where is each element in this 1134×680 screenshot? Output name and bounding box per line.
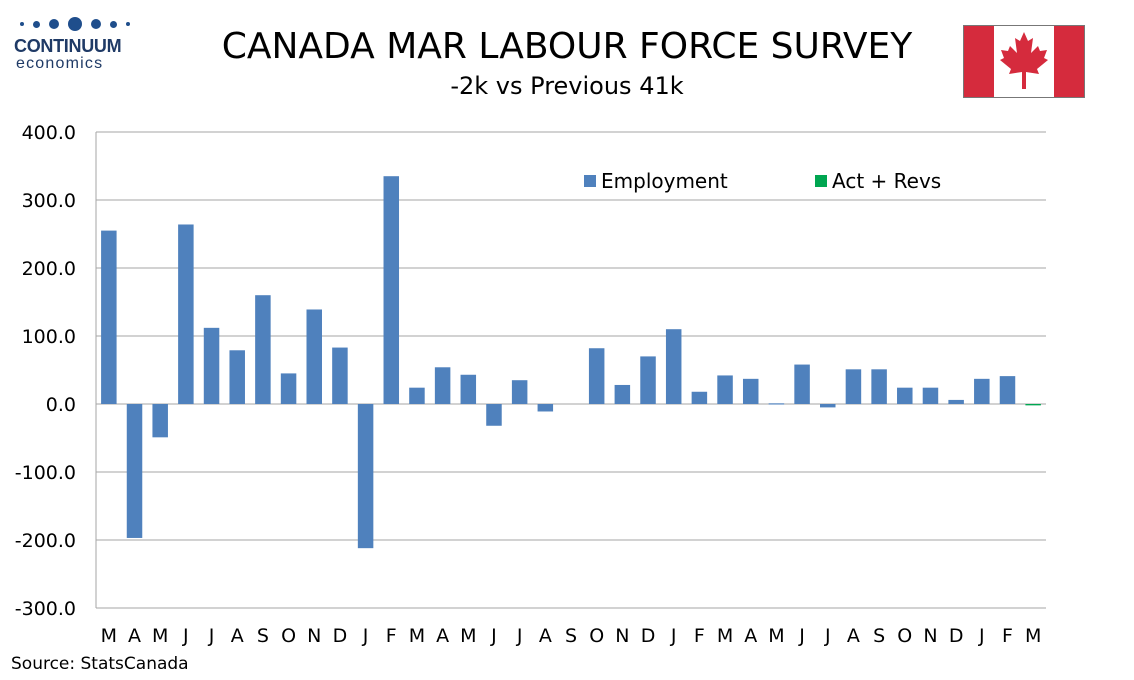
x-tick-label: D xyxy=(333,625,348,647)
employment-bar xyxy=(229,350,245,404)
x-tick-label: F xyxy=(1002,625,1013,647)
employment-bar xyxy=(537,404,554,412)
chart-subtitle: -2k vs Previous 41k xyxy=(450,72,684,100)
x-tick-label: D xyxy=(641,625,656,647)
x-tick-label: N xyxy=(307,625,321,647)
y-tick-label: -200.0 xyxy=(15,530,76,552)
x-tick-label: M xyxy=(768,625,784,647)
legend-swatch xyxy=(584,175,596,187)
x-tick-label: O xyxy=(897,625,912,647)
x-tick-label: M xyxy=(717,625,733,647)
legend-swatch xyxy=(815,175,827,187)
x-tick-label: J xyxy=(824,625,831,647)
x-tick-label: A xyxy=(128,625,141,647)
employment-bar xyxy=(511,380,528,404)
x-tick-label: A xyxy=(744,625,757,647)
employment-bar xyxy=(717,375,733,404)
x-tick-label: J xyxy=(516,625,523,647)
y-tick-label: 200.0 xyxy=(22,258,76,280)
employment-bar xyxy=(434,367,451,404)
employment-bar xyxy=(897,387,913,404)
logo-sub-text: economics xyxy=(16,55,104,72)
employment-bar xyxy=(588,348,605,404)
employment-bar xyxy=(101,230,117,404)
continuum-logo: CONTINUUM economics xyxy=(14,14,144,72)
x-tick-label: M xyxy=(1025,625,1041,647)
x-tick-label: N xyxy=(615,625,629,647)
employment-bar xyxy=(948,399,964,404)
employment-bar xyxy=(794,364,810,404)
employment-bar xyxy=(409,387,425,404)
employment-bar xyxy=(871,369,887,404)
x-tick-label: F xyxy=(386,625,397,647)
canada-flag-icon xyxy=(963,25,1085,98)
x-tick-label: M xyxy=(152,625,168,647)
chart-title: CANADA MAR LABOUR FORCE SURVEY xyxy=(221,26,913,67)
x-tick-label: F xyxy=(694,625,705,647)
employment-bar xyxy=(922,387,939,404)
x-tick-label: J xyxy=(490,625,497,647)
x-tick-label: M xyxy=(409,625,425,647)
legend-label: Act + Revs xyxy=(832,169,941,193)
x-tick-label: N xyxy=(923,625,937,647)
x-tick-label: S xyxy=(257,625,269,647)
x-tick-label: M xyxy=(101,625,117,647)
employment-bar xyxy=(332,347,348,404)
employment-bar xyxy=(820,404,836,408)
x-tick-label: D xyxy=(949,625,964,647)
x-tick-label: A xyxy=(539,625,552,647)
employment-bar xyxy=(665,329,682,404)
employment-bar xyxy=(152,404,168,438)
x-tick-label: A xyxy=(231,625,244,647)
employment-bar xyxy=(974,378,990,404)
employment-bar xyxy=(126,404,143,538)
x-tick-label: M xyxy=(460,625,476,647)
x-tick-label: J xyxy=(978,625,985,647)
x-tick-label: J xyxy=(798,625,805,647)
employment-bar xyxy=(357,404,374,549)
employment-bar xyxy=(306,309,322,404)
y-tick-label: 300.0 xyxy=(22,190,76,212)
x-tick-label: J xyxy=(208,625,215,647)
x-tick-label: A xyxy=(847,625,860,647)
x-tick-label: S xyxy=(565,625,577,647)
employment-bar xyxy=(742,378,759,404)
employment-bar xyxy=(614,384,631,404)
employment-bar xyxy=(768,403,785,405)
x-tick-label: J xyxy=(182,625,189,647)
employment-bar xyxy=(640,356,656,404)
x-tick-label: J xyxy=(670,625,677,647)
y-tick-label: 100.0 xyxy=(22,326,76,348)
employment-bar xyxy=(486,404,502,426)
logo-dots-icon xyxy=(14,14,144,34)
legend-label: Employment xyxy=(601,169,728,193)
employment-bar xyxy=(280,373,297,404)
employment-bar xyxy=(383,176,400,404)
source-note: Source: StatsCanada xyxy=(11,654,189,674)
x-tick-label: O xyxy=(281,625,296,647)
x-tick-label: J xyxy=(362,625,369,647)
employment-bar xyxy=(845,369,862,404)
y-tick-label: 0.0 xyxy=(46,394,76,416)
x-tick-label: S xyxy=(873,625,885,647)
x-tick-label: O xyxy=(589,625,604,647)
employment-bar xyxy=(691,391,708,404)
employment-bar xyxy=(255,295,271,404)
logo-brand-text: CONTINUUM xyxy=(14,36,122,56)
employment-bar xyxy=(178,224,194,404)
y-tick-label: 400.0 xyxy=(22,122,76,144)
employment-bar xyxy=(203,327,220,404)
x-tick-label: A xyxy=(436,625,449,647)
y-tick-label: -100.0 xyxy=(15,462,76,484)
employment-bar xyxy=(999,376,1016,404)
y-tick-label: -300.0 xyxy=(15,598,76,620)
employment-bar xyxy=(460,374,477,404)
act-revs-bar xyxy=(1025,404,1041,406)
